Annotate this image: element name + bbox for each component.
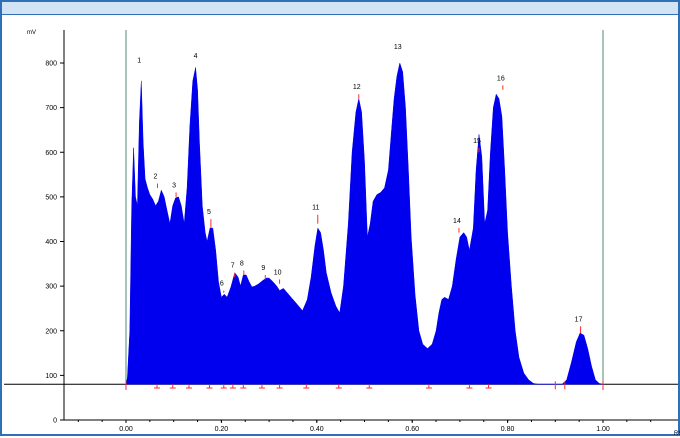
peak-label: 16: [497, 75, 505, 82]
peak-label: 9: [261, 265, 265, 272]
x-tick-label: 0.40: [310, 426, 324, 433]
x-tick-label: 0.00: [119, 426, 133, 433]
peak-label: 4: [194, 53, 198, 60]
peak-label: 13: [394, 44, 402, 51]
peak-label: 11: [312, 205, 319, 212]
signal-area: [125, 62, 604, 385]
y-tick-label: 100: [45, 373, 57, 380]
y-tick-label: 700: [45, 105, 57, 112]
y-tick-label: 400: [45, 239, 57, 246]
y-tick-label: 500: [45, 194, 57, 201]
peak-label: 7: [231, 263, 235, 270]
peak-label: 5: [207, 209, 211, 216]
y-axis-unit-label: mV: [27, 30, 36, 36]
peak-label: 14: [453, 218, 461, 225]
x-axis-unit-label: RS: [674, 431, 680, 437]
peak-label: 1: [137, 57, 141, 64]
x-tick-label: 0.80: [501, 426, 515, 433]
x-tick-label: 1.00: [596, 426, 610, 433]
x-tick-label: 0.20: [215, 426, 229, 433]
x-tick-label: 0.60: [405, 426, 419, 433]
peak-label: 2: [154, 173, 158, 180]
peak-label: 15: [473, 138, 481, 145]
y-tick-label: 200: [45, 328, 57, 335]
y-tick-label: 0: [53, 418, 57, 425]
y-tick-label: 300: [45, 284, 57, 291]
peak-label: 8: [240, 261, 244, 268]
peak-label: 12: [353, 84, 361, 91]
y-tick-label: 800: [45, 61, 57, 68]
peak-label: 6: [220, 281, 224, 288]
y-tick-label: 600: [45, 150, 57, 157]
peak-label: 10: [274, 269, 282, 276]
window-title-bar: [2, 2, 678, 15]
peak-label: 17: [575, 316, 583, 323]
peak-label: 3: [172, 182, 176, 189]
